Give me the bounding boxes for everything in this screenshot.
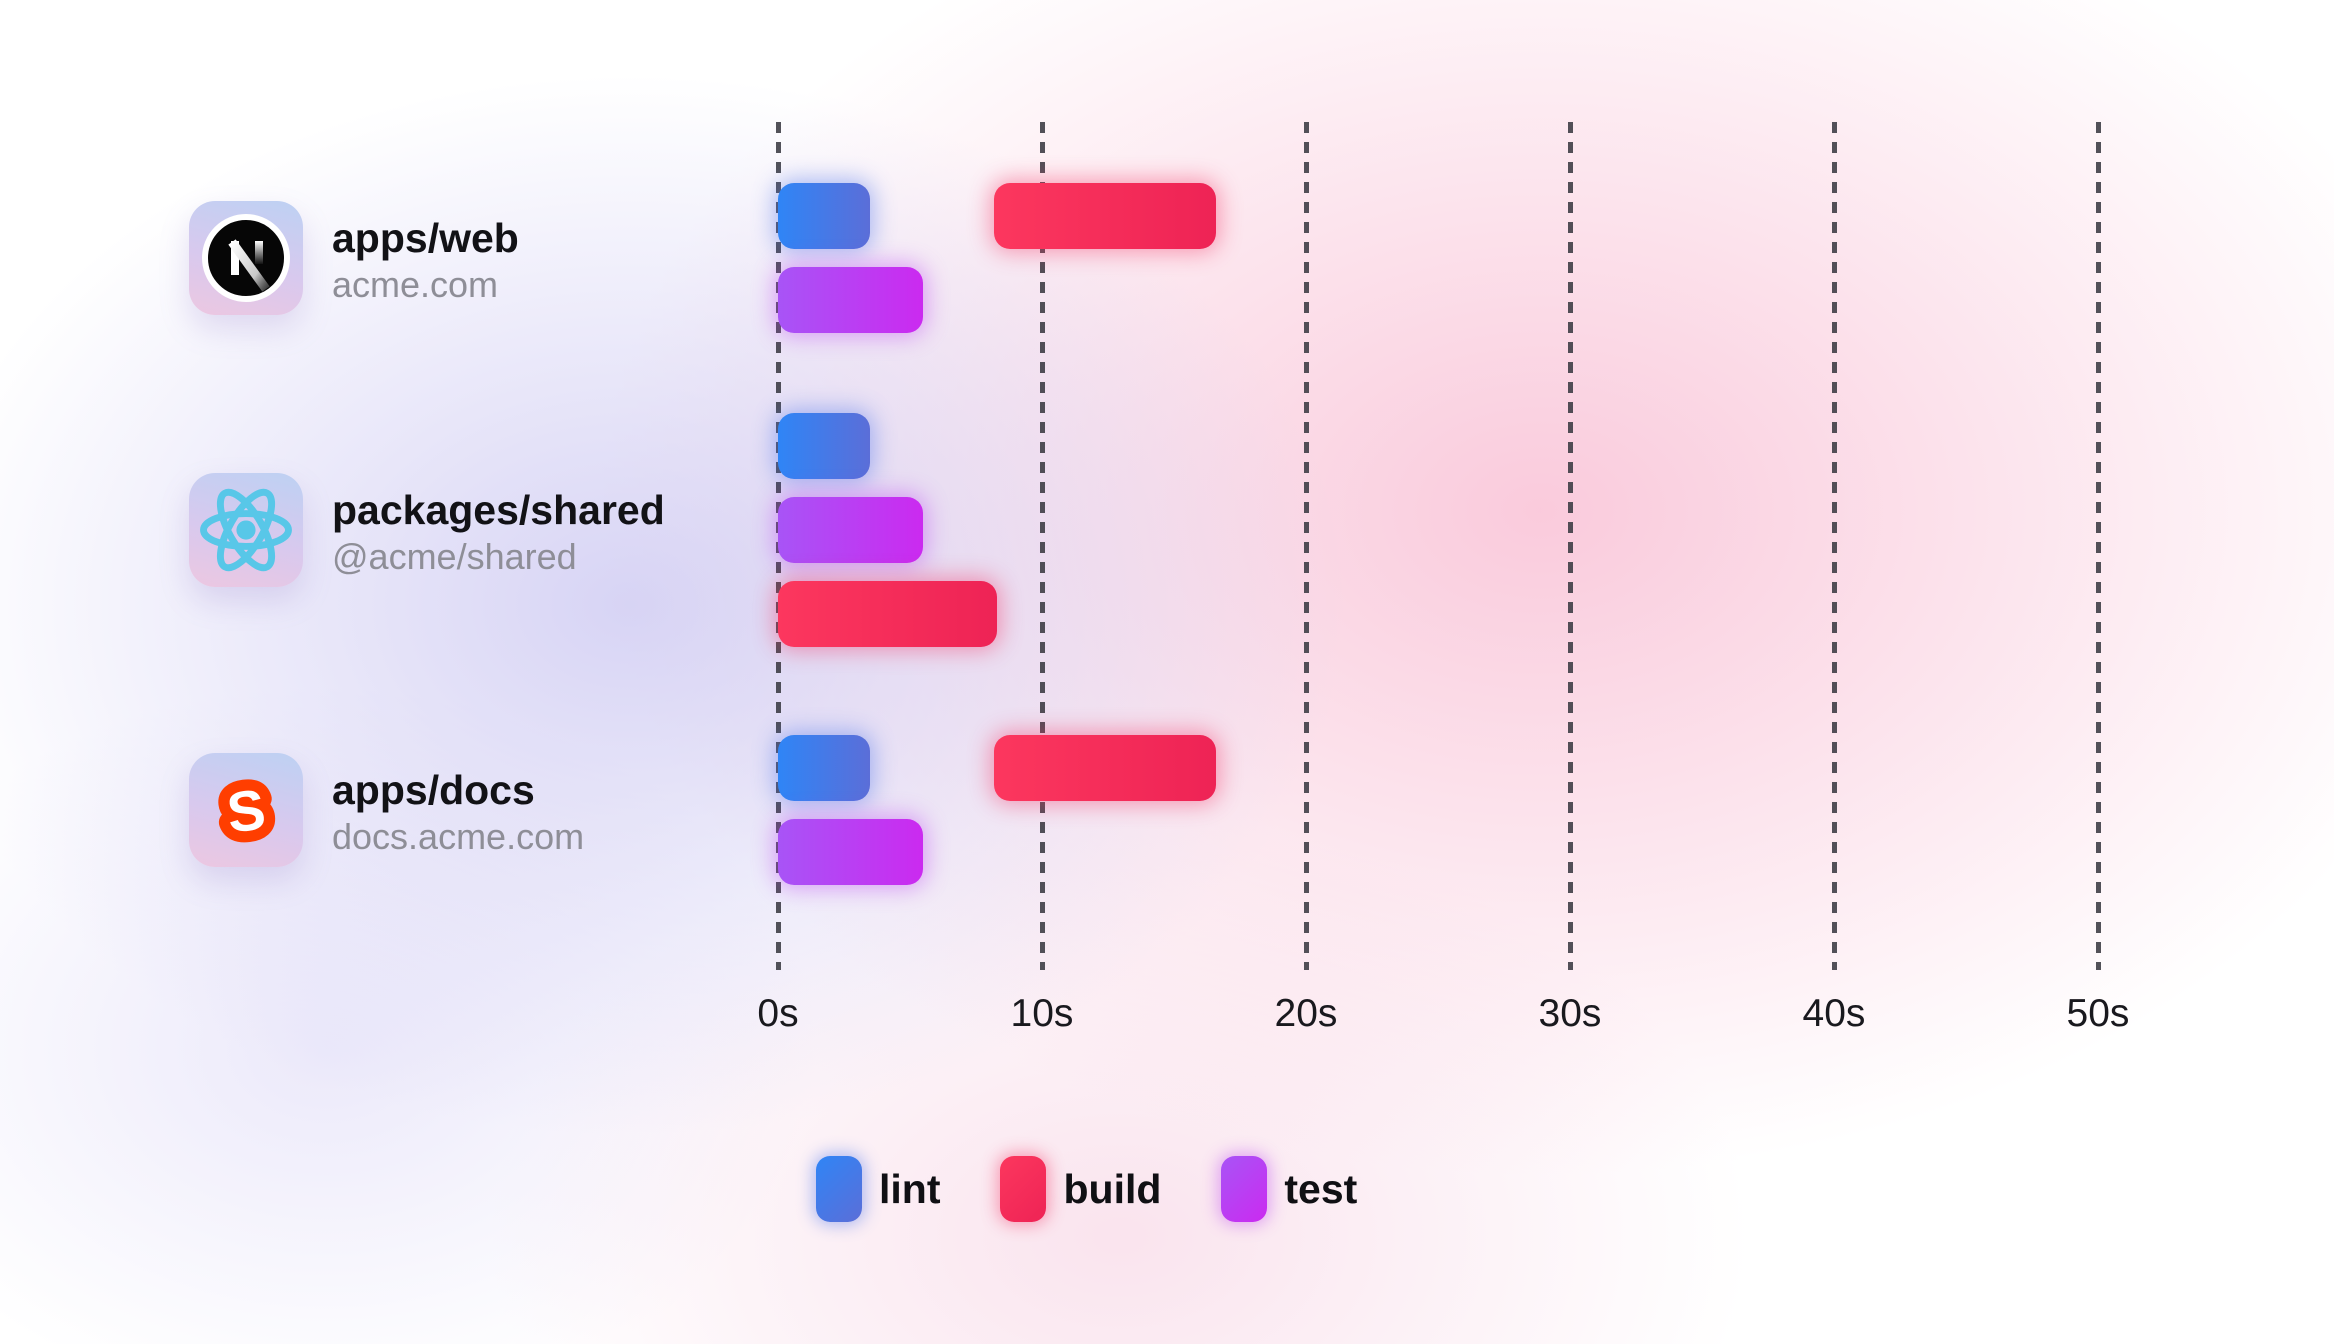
gridline-30s	[1568, 122, 1573, 970]
bar-test	[778, 497, 924, 563]
gridline-40s	[1832, 122, 1837, 970]
bar-test	[778, 267, 924, 333]
legend-item-lint: lint	[816, 1156, 940, 1222]
legend-label: test	[1284, 1165, 1358, 1212]
bar-lint	[778, 735, 871, 801]
package-name: apps/docs	[332, 767, 535, 813]
package-labels: apps/web acme.com	[332, 213, 519, 307]
gridline-50s	[2096, 122, 2101, 970]
bar-test	[778, 819, 924, 885]
bar-build	[994, 735, 1217, 801]
legend-label: lint	[879, 1165, 941, 1212]
legend: lint build test	[816, 1156, 1357, 1222]
gridline-10s	[1040, 122, 1045, 970]
bar-build	[994, 183, 1217, 249]
gridline-20s	[1304, 122, 1309, 970]
axis-tick-label: 10s	[1010, 992, 1074, 1035]
legend-item-test: test	[1221, 1156, 1357, 1222]
package-subtitle: @acme/shared	[332, 536, 577, 577]
package-icon-card: S	[189, 753, 303, 867]
svelte-icon: S	[212, 767, 280, 857]
nextjs-icon	[202, 214, 290, 302]
package-icon-card	[189, 201, 303, 315]
package-name: packages/shared	[332, 487, 665, 533]
package-labels: packages/shared @acme/shared	[332, 485, 665, 579]
legend-swatch-test	[1221, 1156, 1268, 1222]
bar-lint	[778, 413, 871, 479]
axis-tick-label: 40s	[1802, 992, 1866, 1035]
package-name: apps/web	[332, 215, 519, 261]
react-icon	[200, 488, 292, 572]
legend-swatch-build	[1000, 1156, 1047, 1222]
legend-label: build	[1063, 1165, 1162, 1212]
axis-tick-label: 30s	[1538, 992, 1602, 1035]
package-labels: apps/docs docs.acme.com	[332, 765, 584, 859]
package-subtitle: acme.com	[332, 264, 499, 305]
svg-text:S: S	[224, 778, 269, 845]
legend-item-build: build	[1000, 1156, 1161, 1222]
package-icon-card	[189, 473, 303, 587]
bar-build	[778, 581, 998, 647]
legend-swatch-lint	[816, 1156, 862, 1222]
package-subtitle: docs.acme.com	[332, 816, 585, 857]
axis-tick-label: 50s	[2066, 992, 2130, 1035]
axis-tick-label: 0s	[757, 992, 799, 1035]
bar-lint	[778, 183, 871, 249]
axis-tick-label: 20s	[1274, 992, 1338, 1035]
